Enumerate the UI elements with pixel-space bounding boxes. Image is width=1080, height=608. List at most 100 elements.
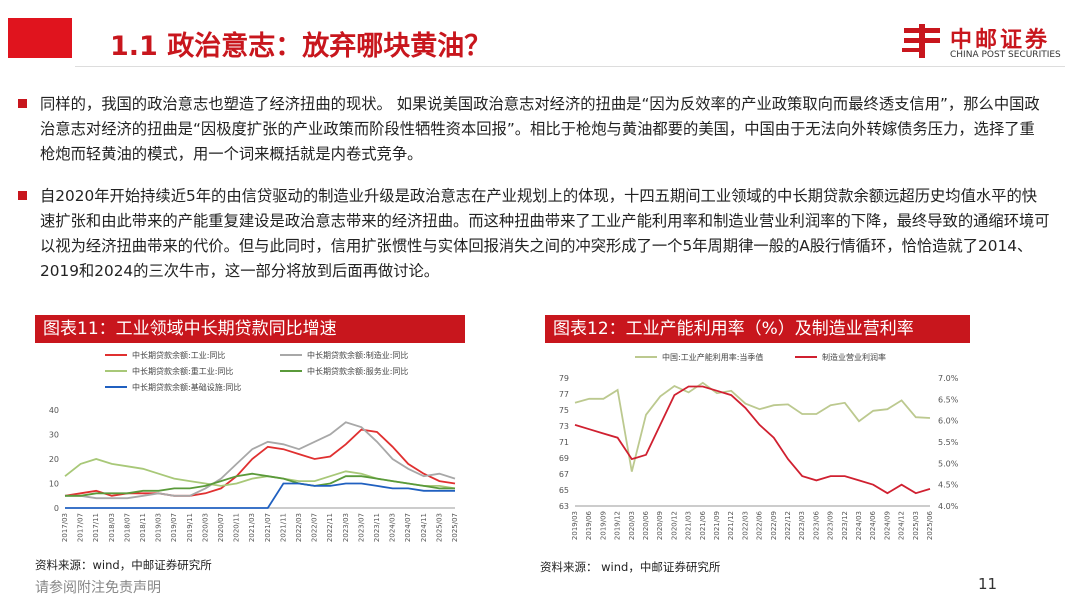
y-tick-label: 0 — [54, 504, 59, 513]
x-tick-label: 2023/07 — [357, 513, 365, 542]
x-tick-label: 2020/03 — [628, 511, 636, 540]
logo-en: CHINA POST SECURITIES — [950, 50, 1061, 60]
legend-label: 中长期贷款余额:服务业:同比 — [307, 366, 408, 376]
y-tick-label: 67 — [559, 470, 569, 479]
x-tick-label: 2025/03 — [912, 511, 920, 540]
chart: 0 10 20 30 40 2017/03 2017/07 2017/11 2018/03 201… — [49, 350, 459, 542]
line — [65, 472, 455, 497]
x-tick-label: 2021/06 — [699, 510, 707, 540]
y-tick-label: 73 — [559, 422, 569, 431]
line — [65, 421, 456, 500]
x-tick-label: 2024/03 — [855, 511, 863, 540]
x-tick-label: 2024/09 — [883, 511, 891, 540]
paragraph: 自2020年开始持续近5年的由信贷驱动的制造业升级是政治意志在产业规划上的体现，… — [18, 184, 1050, 284]
y-tick-label: 65 — [559, 486, 569, 495]
x-tick-label: 2022/09 — [770, 511, 778, 540]
x-tick-label: 2023/03 — [342, 513, 350, 542]
chart: 63 65 67 69 71 73 75 77 79 4.0% 4.5% 5.0% 5.5% 6.0% 6.… — [559, 352, 959, 540]
legend-label: 中长期贷款余额:制造业:同比 — [307, 350, 408, 360]
x-tick-label: 2022/11 — [326, 513, 334, 542]
y2-tick-label: 7.0% — [938, 374, 959, 383]
line — [574, 385, 931, 495]
x-tick-label: 2025/03 — [435, 513, 443, 542]
legend-label: 中长期贷款余额:基础设施:同比 — [132, 382, 241, 392]
x-tick-label: 2019/12 — [614, 511, 622, 540]
x-tick-label: 2019/03 — [155, 513, 163, 542]
page-number: 11 — [978, 575, 998, 593]
y-tick-label: 69 — [559, 454, 569, 463]
legend-label: 中国:工业产能利用率:当季值 — [662, 352, 763, 362]
x-tick-label: 2024/11 — [420, 513, 428, 542]
paragraph-text: 自2020年开始持续近5年的由信贷驱动的制造业升级是政治意志在产业规划上的体现，… — [40, 187, 1050, 280]
x-tick-label: 2021/03 — [685, 511, 693, 540]
x-tick-label: 2024/12 — [898, 511, 906, 540]
x-tick-label: 2019/03 — [571, 511, 579, 540]
y2-tick-label: 6.0% — [938, 417, 959, 426]
x-tick-label: 2022/06 — [756, 510, 764, 540]
x-tick-label: 2022/07 — [311, 513, 319, 542]
logo-cn: 中邮证券 — [950, 28, 1051, 53]
x-tick-label: 2025/06 — [926, 510, 934, 540]
line — [64, 458, 456, 490]
y-tick-label: 20 — [49, 455, 59, 464]
figure-title: 图表11：工业领域中长期贷款同比增速 — [35, 315, 465, 343]
y-tick-label: 75 — [559, 406, 569, 415]
y-tick-label: 71 — [559, 438, 569, 447]
x-tick-label: 2017/07 — [77, 513, 85, 542]
x-tick-label: 2023/03 — [798, 511, 806, 540]
y2-tick-label: 4.0% — [938, 502, 959, 511]
y-tick-label: 40 — [49, 406, 59, 415]
x-tick-label: 2020/06 — [642, 510, 650, 540]
legend-label: 制造业营业利润率 — [822, 352, 886, 362]
y2-tick-label: 5.0% — [938, 459, 959, 468]
x-tick-label: 2020/09 — [656, 511, 664, 540]
x-tick-label: 2021/11 — [279, 513, 287, 542]
y2-tick-label: 4.5% — [938, 481, 959, 490]
x-tick-label: 2020/03 — [201, 513, 209, 542]
source: 资料来源： wind，中邮证券研究所 — [540, 560, 721, 574]
x-tick-label: 2023/12 — [841, 511, 849, 540]
x-tick-label: 2024/06 — [869, 510, 877, 540]
legend-label: 中长期贷款余额:工业:同比 — [132, 350, 225, 360]
x-tick-label: 2018/07 — [123, 513, 131, 542]
legend-label: 中长期贷款余额:重工业:同比 — [132, 366, 233, 376]
bullet — [18, 191, 27, 200]
x-tick-label: 2025/07 — [451, 513, 459, 542]
x-tick-label: 2020/11 — [233, 513, 241, 542]
disclaimer: 请参阅附注免责声明 — [35, 580, 161, 596]
x-tick-label: 2022/12 — [784, 511, 792, 540]
y-tick-label: 77 — [559, 390, 569, 399]
x-tick-label: 2023/09 — [827, 511, 835, 540]
line — [64, 428, 456, 497]
paragraph: 同样的，我国的政治意志也塑造了经济扭曲的现状。 如果说美国政治意志对经济的扭曲是… — [18, 92, 1050, 167]
figure-title: 图表12：工业产能利用率（%）及制造业营利率 — [545, 315, 970, 343]
y2-tick-label: 6.5% — [938, 395, 959, 404]
x-tick-label: 2020/12 — [670, 511, 678, 540]
x-tick-label: 2019/11 — [186, 513, 194, 542]
x-tick-label: 2019/07 — [170, 513, 178, 542]
y-tick-label: 10 — [49, 480, 59, 489]
logo-icon — [902, 24, 940, 58]
x-tick-label: 2021/12 — [727, 511, 735, 540]
y2-tick-label: 5.5% — [938, 438, 959, 447]
header-rule — [75, 66, 1065, 67]
slide-title: 1.1 政治意志：放弃哪块黄油？ — [110, 31, 492, 62]
paragraph-text: 同样的，我国的政治意志也塑造了经济扭曲的现状。 如果说美国政治意志对经济的扭曲是… — [40, 95, 1040, 163]
x-tick-label: 2021/09 — [713, 511, 721, 540]
x-tick-label: 2021/03 — [248, 513, 256, 542]
x-tick-label: 2017/03 — [61, 513, 69, 542]
y-tick-label: 30 — [49, 431, 59, 440]
source: 资料来源：wind，中邮证券研究所 — [35, 558, 212, 572]
x-tick-label: 2024/07 — [404, 513, 412, 542]
bullet — [18, 99, 27, 108]
x-tick-label: 2019/09 — [599, 511, 607, 540]
x-tick-label: 2022/03 — [741, 511, 749, 540]
line — [65, 482, 455, 509]
line — [574, 381, 931, 472]
x-tick-label: 2019/06 — [585, 510, 593, 540]
header-block — [8, 18, 72, 58]
x-tick-label: 2023/06 — [812, 510, 820, 540]
x-tick-label: 2023/11 — [373, 513, 381, 542]
x-tick-label: 2022/03 — [295, 513, 303, 542]
x-tick-label: 2020/07 — [217, 513, 225, 542]
